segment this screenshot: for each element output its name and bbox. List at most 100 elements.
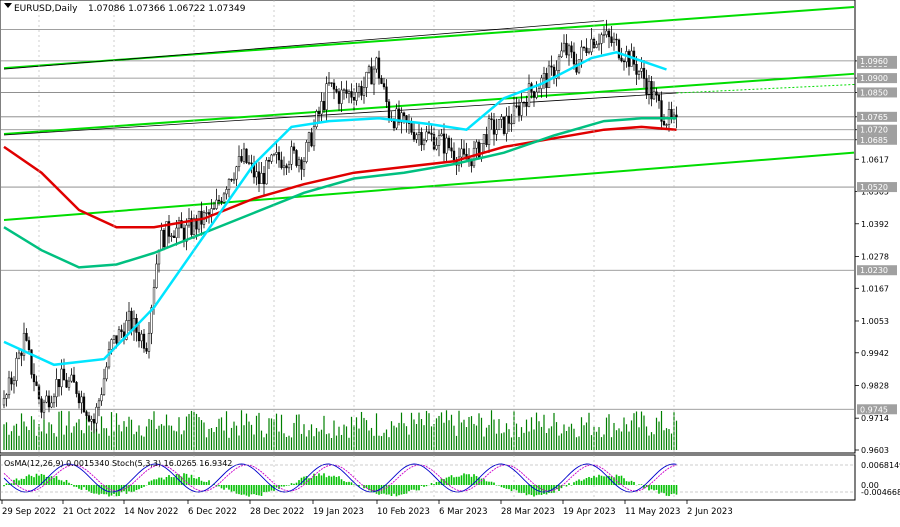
candle-body (68, 381, 70, 387)
osma-bar (548, 485, 550, 493)
candle-body (393, 120, 395, 128)
x-axis-label: 19 Apr 2023 (563, 507, 616, 517)
x-axis-label: 29 Sep 2022 (2, 507, 56, 517)
y-tick-label: 1.0167 (861, 284, 889, 293)
candle-body (653, 92, 655, 99)
candle-body (148, 333, 150, 351)
candle-body (138, 332, 140, 340)
price-tag-label: 1.0520 (860, 183, 888, 192)
candle-body (28, 341, 30, 350)
candle-body (326, 84, 328, 110)
osma-bar (513, 485, 515, 489)
osma-bar (66, 480, 68, 485)
candle-body (646, 79, 648, 95)
osma-bar (283, 485, 285, 487)
osma-bar (596, 477, 598, 485)
candle-body (63, 369, 65, 380)
osma-bar (61, 480, 63, 485)
osma-bar (573, 482, 575, 485)
osma-bar (621, 476, 623, 485)
osma-bar (63, 482, 65, 485)
candle-body (71, 375, 73, 381)
osma-bar (606, 476, 608, 485)
candle-body (48, 396, 50, 407)
ohlc-values: 1.07086 1.07366 1.06722 1.07349 (88, 4, 246, 14)
osma-bar (638, 484, 640, 485)
candle-body (6, 395, 8, 399)
osma-bar (71, 484, 73, 485)
candle-body (56, 379, 58, 396)
candle-body (156, 264, 158, 288)
candle-body (373, 69, 375, 84)
osma-bar (451, 475, 453, 485)
candle-body (36, 382, 38, 386)
osma-bar (288, 485, 290, 486)
x-axis-label: 28 Mar 2023 (501, 507, 555, 517)
osma-bar (256, 485, 258, 495)
osma-bar (353, 484, 355, 485)
candle-body (476, 142, 478, 148)
osma-bar (558, 485, 560, 491)
candle-body (583, 47, 585, 48)
candle-body (561, 51, 563, 57)
candle-body (606, 31, 608, 35)
osma-bar (138, 485, 140, 489)
candle-body (361, 86, 363, 95)
osma-bar (68, 483, 70, 485)
indicator-label: OsMA(12,26,9) 0.0015340 Stoch(5,3,3) 16.… (4, 459, 232, 468)
candle-body (586, 48, 588, 53)
candle-body (81, 397, 83, 403)
candle-body (161, 230, 163, 250)
osma-bar (423, 485, 425, 487)
osma-bar (21, 479, 23, 485)
candle-body (438, 136, 440, 146)
osma-bar (36, 474, 38, 485)
osma-bar (56, 476, 58, 485)
osma-bar (163, 480, 165, 485)
candle-body (601, 35, 603, 44)
osma-bar (661, 485, 663, 493)
osma-bar (78, 485, 80, 489)
candle-body (346, 90, 348, 94)
candle-body (301, 160, 303, 170)
candle-body (403, 113, 405, 116)
osma-bar (6, 483, 8, 485)
candle-body (386, 87, 388, 102)
osma-bar (653, 485, 655, 490)
candle-body (268, 160, 270, 161)
osma-bar (3, 485, 5, 486)
candle-body (288, 164, 290, 168)
candle-body (216, 200, 218, 209)
osma-bar (411, 485, 413, 490)
candle-body (521, 102, 523, 115)
candle-body (573, 52, 575, 64)
candle-body (376, 58, 378, 69)
osma-bar (331, 477, 333, 485)
candle-body (221, 201, 223, 202)
candle-body (453, 151, 455, 160)
osma-bar (236, 485, 238, 494)
osma-bar (453, 477, 455, 485)
candle-body (558, 57, 560, 71)
osma-bar (321, 475, 323, 485)
candle-body (568, 46, 570, 55)
indicator-tick-label: 0.0068149 (861, 461, 900, 470)
candle-body (441, 134, 443, 136)
x-axis-label: 19 Jan 2023 (313, 507, 364, 517)
candle-body (368, 67, 370, 73)
osma-bar (113, 485, 115, 494)
osma-bar (26, 476, 28, 485)
osma-bar (88, 485, 90, 491)
osma-bar (518, 485, 520, 493)
candle-body (131, 311, 133, 331)
candle-body (371, 67, 373, 84)
x-axis-label: 28 Dec 2022 (250, 507, 304, 517)
candle-body (431, 133, 433, 134)
osma-bar (601, 476, 603, 485)
candle-body (581, 47, 583, 60)
osma-bar (81, 485, 83, 490)
candle-body (643, 68, 645, 78)
candle-body (128, 311, 130, 320)
